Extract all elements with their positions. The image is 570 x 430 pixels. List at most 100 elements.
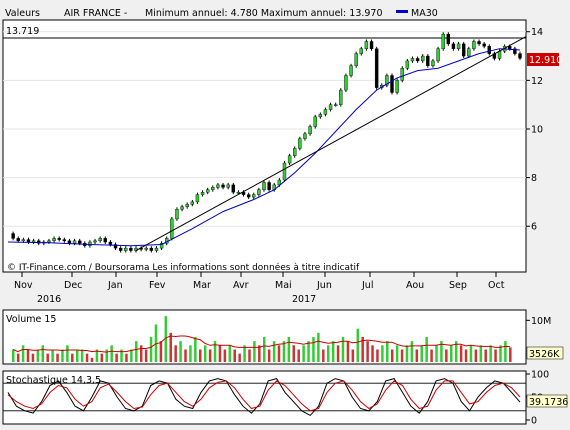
candle-body bbox=[129, 247, 133, 251]
candle-body bbox=[88, 241, 92, 246]
volume-bar bbox=[351, 349, 355, 362]
volume-bar bbox=[405, 345, 409, 362]
candle-body bbox=[374, 48, 379, 88]
volume-bar bbox=[75, 349, 79, 362]
candle-body bbox=[216, 184, 220, 188]
candle-body bbox=[405, 60, 410, 69]
candle-body bbox=[364, 41, 369, 49]
volume-bar bbox=[130, 349, 133, 362]
candle-body bbox=[390, 75, 394, 93]
candle-body bbox=[103, 238, 107, 243]
volume-bar bbox=[272, 341, 276, 362]
volume-bar bbox=[263, 337, 266, 362]
volume-bar bbox=[494, 349, 497, 362]
volume-value-tag: 3526K bbox=[526, 346, 564, 360]
candle-body bbox=[287, 155, 292, 164]
candle-body bbox=[313, 116, 317, 127]
candle-body bbox=[37, 240, 41, 244]
candle-body bbox=[241, 191, 246, 195]
candle-body bbox=[328, 104, 333, 110]
candle-body bbox=[487, 46, 491, 54]
volume-bars bbox=[12, 316, 512, 362]
candle-body bbox=[333, 104, 338, 106]
volume-bar bbox=[366, 341, 369, 362]
volume-bar bbox=[445, 349, 448, 362]
stochastic-grid bbox=[3, 382, 526, 412]
volume-bar bbox=[479, 345, 483, 362]
candle-body bbox=[298, 138, 302, 149]
volume-bar bbox=[61, 349, 64, 362]
volume-title: Volume 15 bbox=[6, 314, 56, 325]
candle-body bbox=[359, 48, 363, 54]
top-value-label: 13.719 bbox=[6, 26, 39, 37]
volume-bar bbox=[125, 353, 128, 362]
volume-bar bbox=[243, 345, 246, 362]
candle-body bbox=[323, 109, 328, 115]
volume-bar bbox=[105, 349, 109, 362]
volume-y-axis: 10M bbox=[526, 316, 551, 327]
candle-body bbox=[11, 233, 15, 239]
candle-body bbox=[118, 247, 123, 251]
volume-bar bbox=[159, 341, 163, 362]
volume-last-value: 3526K bbox=[529, 349, 560, 360]
volume-bar bbox=[509, 347, 512, 362]
volume-bar bbox=[415, 349, 419, 362]
volume-bar bbox=[223, 349, 227, 362]
candle-body bbox=[170, 218, 174, 239]
volume-bar bbox=[51, 349, 54, 362]
volume-bar bbox=[36, 349, 40, 362]
volume-bar bbox=[179, 341, 182, 362]
candle-body bbox=[508, 46, 512, 49]
candle-body bbox=[400, 67, 404, 81]
volume-bar bbox=[267, 349, 271, 362]
volume-bar bbox=[346, 341, 350, 362]
month-label: Fev bbox=[149, 280, 166, 291]
volume-bar bbox=[331, 341, 335, 362]
price-y-axis: 14 12 10 8 6 bbox=[526, 27, 543, 233]
volume-bar bbox=[46, 353, 49, 362]
month-label: Jan bbox=[107, 280, 123, 291]
candle-body bbox=[31, 240, 36, 243]
volume-bar bbox=[341, 337, 345, 362]
volume-bar bbox=[90, 357, 94, 362]
candle-body bbox=[108, 241, 113, 245]
candle-body bbox=[252, 194, 256, 198]
copyright-text: © IT-Finance.com / Boursorama Les inform… bbox=[7, 262, 360, 273]
candle-body bbox=[410, 58, 415, 62]
candle-body bbox=[349, 65, 353, 76]
volume-bar bbox=[203, 345, 207, 362]
candle-body bbox=[257, 189, 261, 195]
volume-bar bbox=[386, 341, 389, 362]
stochastic-tick-label: 100 bbox=[531, 370, 549, 381]
price-tick-label: 6 bbox=[531, 222, 537, 233]
volume-bar bbox=[85, 353, 89, 362]
candle-body bbox=[513, 48, 517, 54]
candle-body bbox=[456, 43, 461, 49]
last-price-bg bbox=[527, 53, 559, 66]
header-label: Valeurs bbox=[5, 8, 40, 19]
candle-body bbox=[144, 247, 148, 250]
candle-body bbox=[303, 133, 307, 139]
volume-bar bbox=[115, 353, 118, 362]
volume-bar bbox=[454, 341, 458, 362]
volume-bar bbox=[135, 341, 138, 362]
month-label: Nov bbox=[14, 280, 33, 291]
stochastic-title: Stochastique 14,3,5 bbox=[6, 375, 101, 386]
stochastic-k-line bbox=[7, 378, 521, 417]
volume-bar bbox=[144, 349, 148, 362]
candle-body bbox=[185, 204, 189, 207]
price-tick-label: 10 bbox=[531, 124, 543, 135]
candle-body bbox=[467, 48, 471, 57]
volume-bar bbox=[66, 345, 69, 362]
price-series bbox=[11, 32, 522, 253]
last-price-tag: 12.910 bbox=[527, 53, 562, 66]
volume-ma-line bbox=[12, 335, 511, 353]
volume-bar bbox=[95, 349, 99, 362]
month-label: Avr bbox=[233, 280, 249, 291]
candle-body bbox=[124, 247, 128, 251]
candle-body bbox=[154, 247, 159, 251]
month-label: Dec bbox=[64, 280, 82, 291]
candle-body bbox=[421, 55, 425, 62]
volume-bar bbox=[307, 341, 310, 362]
candle-body bbox=[190, 201, 195, 205]
